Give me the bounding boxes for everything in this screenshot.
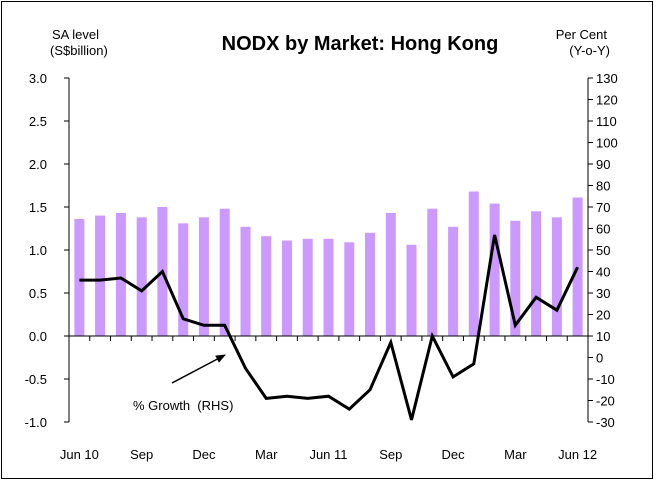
left-axis-tick-label: -0.5 bbox=[25, 372, 47, 387]
right-axis-tick-label: -20 bbox=[596, 394, 615, 409]
bar bbox=[219, 208, 230, 336]
bar bbox=[115, 213, 126, 336]
right-axis-tick-label: 0 bbox=[596, 351, 603, 366]
bar bbox=[240, 226, 251, 336]
chart-title: NODX by Market: Hong Kong bbox=[222, 33, 499, 55]
bar bbox=[572, 197, 583, 336]
left-axis-tick-label: 0.0 bbox=[29, 329, 47, 344]
right-axis-tick-label: 10 bbox=[596, 329, 610, 344]
right-axis-tick-label: 60 bbox=[596, 222, 610, 237]
left-axis-tick-label: 0.5 bbox=[29, 286, 47, 301]
bar bbox=[385, 213, 396, 336]
left-axis-tick-label: -1.0 bbox=[25, 415, 47, 430]
bar bbox=[365, 232, 375, 336]
bar-series bbox=[74, 191, 583, 336]
left-axis-tick-label: 3.0 bbox=[29, 71, 47, 86]
x-axis-tick-label: Jun 10 bbox=[60, 447, 99, 462]
annotation-arrow bbox=[171, 354, 226, 384]
right-axis-tick-label: -30 bbox=[596, 415, 615, 430]
bar bbox=[95, 215, 106, 336]
bar bbox=[468, 191, 479, 336]
bar bbox=[302, 238, 313, 336]
x-axis-tick-label: Dec bbox=[441, 447, 465, 462]
x-axis-tick-label: Mar bbox=[255, 447, 278, 462]
right-axis-label-line2: (Y-o-Y) bbox=[569, 43, 610, 58]
x-axis-tick-label: Sep bbox=[379, 447, 402, 462]
x-axis-tick-label: Dec bbox=[192, 447, 216, 462]
bar bbox=[344, 242, 355, 336]
left-axis-tick-label: 1.5 bbox=[29, 200, 47, 215]
left-axis-label-line1: SA level bbox=[52, 27, 99, 42]
right-axis-tick-label: 30 bbox=[596, 286, 610, 301]
right-axis-tick-label: 50 bbox=[596, 243, 610, 258]
x-axis-tick-label: Sep bbox=[130, 447, 153, 462]
bar bbox=[178, 223, 189, 336]
right-axis-tick-label: -10 bbox=[596, 372, 615, 387]
right-axis-tick-label: 20 bbox=[596, 308, 610, 323]
left-axis-tick-label: 2.0 bbox=[29, 157, 47, 172]
bar bbox=[198, 217, 209, 336]
bar bbox=[489, 203, 500, 336]
bar bbox=[261, 236, 272, 336]
annotation-label: % Growth (RHS) bbox=[133, 398, 233, 413]
x-axis-tick-label: Jun 12 bbox=[558, 447, 597, 462]
bar bbox=[551, 217, 562, 336]
bar bbox=[136, 217, 147, 336]
bar bbox=[427, 208, 438, 336]
line-series bbox=[79, 234, 579, 421]
right-axis-tick-label: 80 bbox=[596, 179, 610, 194]
x-axis-tick-label: Jun 11 bbox=[309, 447, 347, 462]
x-axis: Jun 10 Sep Dec Mar Jun 11 Sep Dec Mar Jun 12 bbox=[60, 335, 597, 462]
right-axis-tick-label: 110 bbox=[596, 114, 617, 129]
bar bbox=[531, 211, 542, 336]
bar bbox=[510, 220, 521, 336]
bar bbox=[406, 244, 417, 336]
bar bbox=[323, 238, 334, 336]
left-axis-label-line2: (S$billion) bbox=[50, 43, 108, 58]
right-axis-label-line1: Per Cent bbox=[556, 27, 608, 42]
right-axis-tick-label: 70 bbox=[596, 200, 610, 215]
bar bbox=[448, 226, 459, 336]
left-axis: 3.0 2.5 2.0 1.5 1.0 0.5 0.0 -0.5 -1.0 bbox=[25, 71, 70, 430]
bar bbox=[282, 240, 292, 336]
x-axis-tick-label: Mar bbox=[504, 447, 527, 462]
right-axis-tick-label: 120 bbox=[596, 93, 618, 108]
right-axis-tick-label: 40 bbox=[596, 265, 610, 280]
left-axis-tick-label: 2.5 bbox=[29, 114, 47, 129]
left-axis-tick-label: 1.0 bbox=[29, 243, 47, 258]
right-axis-tick-label: 130 bbox=[596, 71, 618, 86]
right-axis-tick-label: 100 bbox=[596, 136, 618, 151]
right-axis-tick-label: 90 bbox=[596, 157, 610, 172]
bar bbox=[74, 219, 85, 336]
